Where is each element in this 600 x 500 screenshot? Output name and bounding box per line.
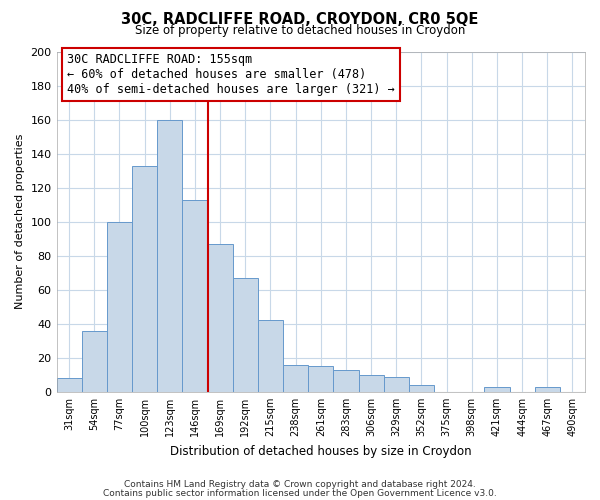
Bar [182,200,208,392]
Bar [484,387,509,392]
Bar [359,375,383,392]
Bar [107,222,132,392]
Bar [535,387,560,392]
Bar [233,278,258,392]
Text: 30C, RADCLIFFE ROAD, CROYDON, CR0 5QE: 30C, RADCLIFFE ROAD, CROYDON, CR0 5QE [121,12,479,28]
X-axis label: Distribution of detached houses by size in Croydon: Distribution of detached houses by size … [170,444,472,458]
Bar [383,376,409,392]
Text: Contains public sector information licensed under the Open Government Licence v3: Contains public sector information licen… [103,488,497,498]
Text: Size of property relative to detached houses in Croydon: Size of property relative to detached ho… [135,24,465,37]
Bar [409,385,434,392]
Y-axis label: Number of detached properties: Number of detached properties [15,134,25,310]
Bar [308,366,334,392]
Bar [208,244,233,392]
Text: Contains HM Land Registry data © Crown copyright and database right 2024.: Contains HM Land Registry data © Crown c… [124,480,476,489]
Bar [56,378,82,392]
Bar [283,364,308,392]
Bar [157,120,182,392]
Text: 30C RADCLIFFE ROAD: 155sqm
← 60% of detached houses are smaller (478)
40% of sem: 30C RADCLIFFE ROAD: 155sqm ← 60% of deta… [67,53,395,96]
Bar [132,166,157,392]
Bar [258,320,283,392]
Bar [334,370,359,392]
Bar [82,330,107,392]
